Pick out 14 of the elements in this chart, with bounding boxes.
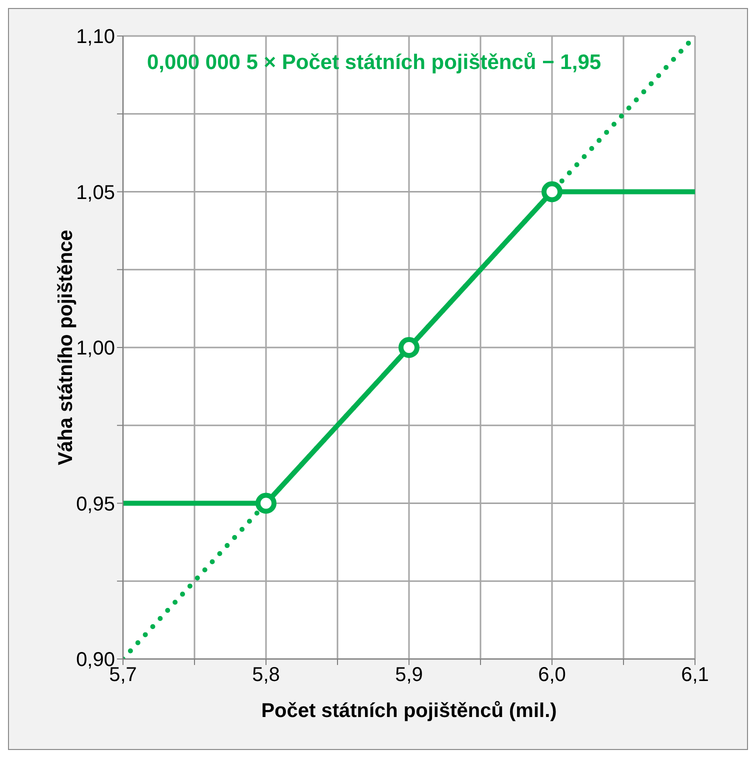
x-tick-label: 5,8 — [252, 664, 280, 686]
y-tick-label: 1,10 — [76, 26, 115, 48]
x-tick-label: 5,9 — [395, 664, 423, 686]
point — [398, 337, 420, 358]
x-axis-title: Počet státních pojištěnců (mil.) — [261, 700, 557, 722]
point — [542, 181, 562, 202]
y-tick-label: 1,05 — [76, 182, 115, 204]
y-tick-label: 1,00 — [76, 338, 115, 360]
annotation: 0,000 000 5 × Počet státních pojištěnců − 1,95 — [147, 51, 602, 75]
y-tick-label: 0,95 — [76, 493, 115, 516]
x-tick-label: 6,0 — [538, 664, 566, 686]
x-tick-label: 6,1 — [681, 664, 709, 686]
y-axis-title: Váha státního pojištěnce — [55, 230, 78, 466]
point — [256, 492, 276, 514]
